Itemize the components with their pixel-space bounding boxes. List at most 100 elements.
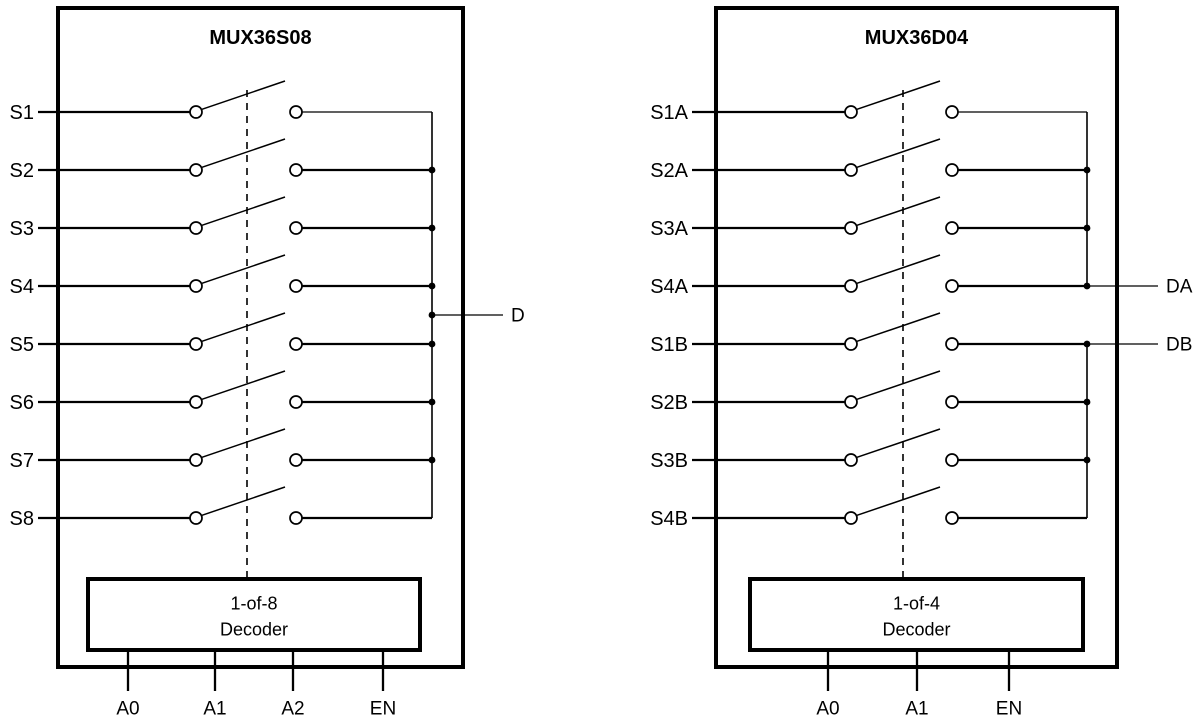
switch-row-S2: S2	[10, 138, 432, 182]
switch-contact-icon	[289, 511, 303, 525]
control-label-A2: A2	[281, 699, 304, 720]
output-label-DB: DB	[1166, 335, 1192, 356]
input-label-S1B: S1B	[650, 334, 688, 356]
switch-lever	[200, 196, 286, 227]
switch-lever	[200, 254, 286, 285]
switch-contact-icon	[844, 163, 858, 177]
junction-dot	[1083, 224, 1091, 232]
junction-dot	[1083, 456, 1091, 464]
switch-contact-icon	[844, 395, 858, 409]
junction-dot	[1083, 166, 1091, 174]
output-label-D: D	[511, 306, 525, 327]
switch-lever	[200, 370, 286, 401]
control-label-EN: EN	[996, 699, 1022, 720]
control-label-A1: A1	[203, 699, 226, 720]
junction-dot	[428, 398, 436, 406]
control-pin-A2: A2	[281, 650, 305, 720]
switch-contact-icon	[844, 453, 858, 467]
switch-contact-icon	[289, 395, 303, 409]
switch-contact-icon	[189, 395, 203, 409]
diagram-title: MUX36D04	[865, 27, 969, 49]
switch-lever	[200, 312, 286, 343]
switch-contact-icon	[844, 511, 858, 525]
switch-lever	[200, 486, 286, 517]
bus-DA: DA	[1083, 112, 1193, 298]
switch-contact-icon	[189, 337, 203, 351]
switch-row-S6: S6	[10, 370, 432, 414]
switch-lever	[855, 370, 941, 401]
decoder-block: 1-of-4 Decoder	[748, 577, 1085, 652]
switch-contact-icon	[289, 453, 303, 467]
switch-lever	[855, 428, 941, 459]
diagram-title: MUX36S08	[209, 27, 311, 49]
switch-contact-icon	[289, 105, 303, 119]
input-label-S1A: S1A	[650, 102, 688, 124]
control-label-A1: A1	[905, 699, 928, 720]
switch-contact-icon	[289, 163, 303, 177]
switch-contact-icon	[945, 453, 959, 467]
switch-row-S4: S4	[10, 254, 432, 298]
switch-contact-icon	[189, 105, 203, 119]
junction-dot	[428, 166, 436, 174]
control-label-A0: A0	[116, 699, 139, 720]
input-label-S3B: S3B	[650, 450, 688, 472]
mux-diagram-MUX36D04: MUX36D04 S1A S2A S3A S4A S1B S2B S3B S4B DA DB 1-of…	[650, 6, 1193, 720]
switch-lever	[200, 80, 286, 111]
output-label-DA: DA	[1166, 277, 1193, 298]
junction-dot	[428, 456, 436, 464]
switch-contact-icon	[945, 337, 959, 351]
control-pin-A1: A1	[905, 650, 929, 720]
switch-lever	[855, 486, 941, 517]
junction-dot	[428, 224, 436, 232]
switch-lever	[855, 312, 941, 343]
input-label-S4B: S4B	[650, 508, 688, 530]
switch-row-S3A: S3A	[650, 196, 1087, 240]
switch-row-S2A: S2A	[650, 138, 1087, 182]
decoder-label-line1: 1-of-8	[230, 593, 277, 613]
control-pin-EN: EN	[996, 650, 1022, 720]
switch-contact-icon	[289, 337, 303, 351]
mux-diagram-MUX36S08: MUX36S08 S1 S2 S3 S4 S5 S6 S7 S8 D 1-of-8 Decoder A0…	[10, 6, 525, 720]
switch-contact-icon	[945, 395, 959, 409]
bus-DB: DB	[1083, 335, 1192, 518]
switch-row-S2B: S2B	[650, 370, 1087, 414]
switch-contact-icon	[189, 279, 203, 293]
switch-row-S8: S8	[10, 486, 432, 530]
switch-row-S1B: S1B	[650, 312, 1087, 356]
decoder-label-line1: 1-of-4	[893, 593, 940, 613]
switch-contact-icon	[844, 105, 858, 119]
control-label-EN: EN	[370, 699, 396, 720]
control-pin-A0: A0	[116, 650, 140, 720]
switch-contact-icon	[844, 337, 858, 351]
decoder-box	[86, 577, 422, 652]
switch-contact-icon	[945, 279, 959, 293]
switch-contact-icon	[945, 511, 959, 525]
control-pin-A1: A1	[203, 650, 227, 720]
switch-lever	[855, 254, 941, 285]
input-label-S6: S6	[10, 392, 34, 414]
switch-contact-icon	[945, 105, 959, 119]
diagram-box	[56, 6, 465, 669]
switch-contact-icon	[289, 221, 303, 235]
control-pin-A0: A0	[816, 650, 840, 720]
input-label-S5: S5	[10, 334, 34, 356]
input-label-S4: S4	[10, 276, 34, 298]
input-label-S4A: S4A	[650, 276, 688, 298]
switch-row-S3B: S3B	[650, 428, 1087, 472]
control-pin-EN: EN	[370, 650, 396, 720]
switch-contact-icon	[945, 221, 959, 235]
input-label-S2B: S2B	[650, 392, 688, 414]
input-label-S3: S3	[10, 218, 34, 240]
switch-row-S3: S3	[10, 196, 432, 240]
switch-contact-icon	[189, 163, 203, 177]
input-label-S8: S8	[10, 508, 34, 530]
switch-contact-icon	[189, 511, 203, 525]
input-label-S2: S2	[10, 160, 34, 182]
input-label-S1: S1	[10, 102, 34, 124]
bus-D: D	[428, 112, 525, 518]
input-label-S3A: S3A	[650, 218, 688, 240]
switch-contact-icon	[189, 221, 203, 235]
switch-contact-icon	[189, 453, 203, 467]
